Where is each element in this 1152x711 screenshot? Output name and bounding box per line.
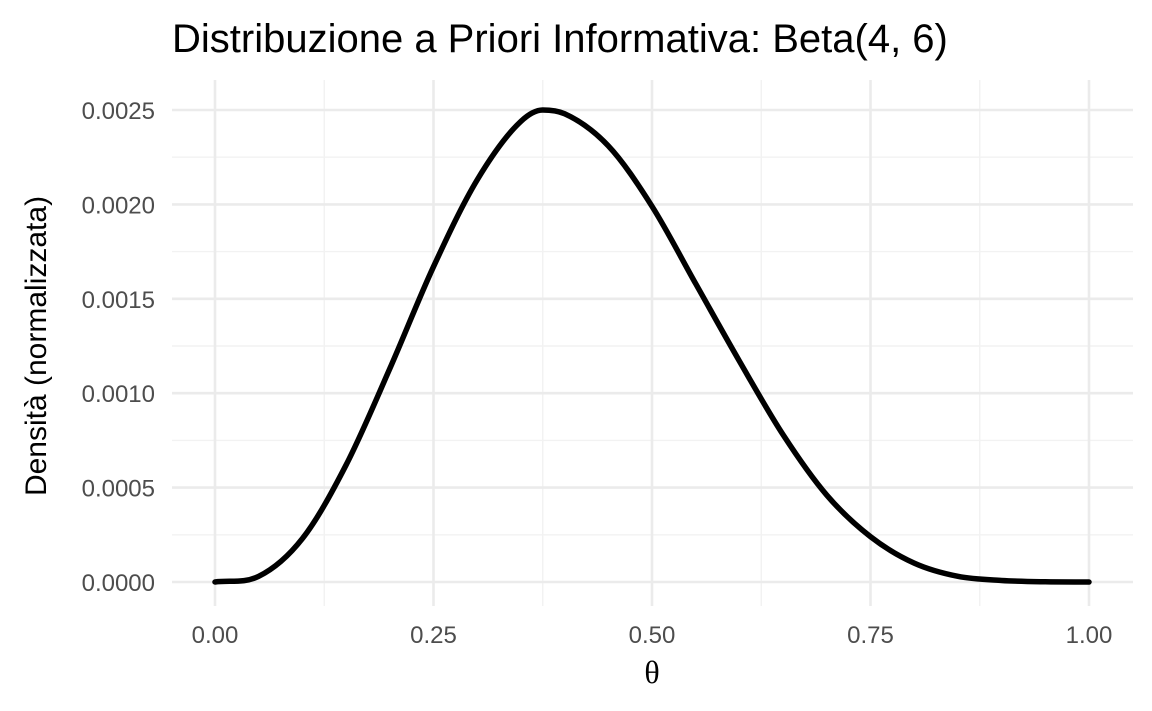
x-tick-label: 1.00 — [1066, 622, 1113, 649]
x-tick-label: 0.25 — [410, 622, 457, 649]
x-axis-title: θ — [644, 654, 659, 690]
x-tick-label: 0.50 — [629, 622, 676, 649]
y-axis-title: Densità (normalizzata) — [20, 196, 53, 496]
y-tick-label: 0.0000 — [82, 570, 155, 597]
x-tick-label: 0.00 — [192, 622, 239, 649]
y-tick-label: 0.0010 — [82, 381, 155, 408]
x-tick-label: 0.75 — [847, 622, 894, 649]
grid — [172, 80, 1133, 606]
y-axis-tick-labels: 0.0000 0.0005 0.0010 0.0015 0.0020 0.0025 — [82, 98, 155, 597]
y-tick-label: 0.0005 — [82, 476, 155, 503]
x-axis-tick-labels: 0.00 0.25 0.50 0.75 1.00 — [192, 622, 1113, 649]
chart-title: Distribuzione a Priori Informativa: Beta… — [172, 17, 948, 61]
y-tick-label: 0.0015 — [82, 287, 155, 314]
y-tick-label: 0.0020 — [82, 192, 155, 219]
y-tick-label: 0.0025 — [82, 98, 155, 125]
density-curve — [212, 107, 1092, 585]
